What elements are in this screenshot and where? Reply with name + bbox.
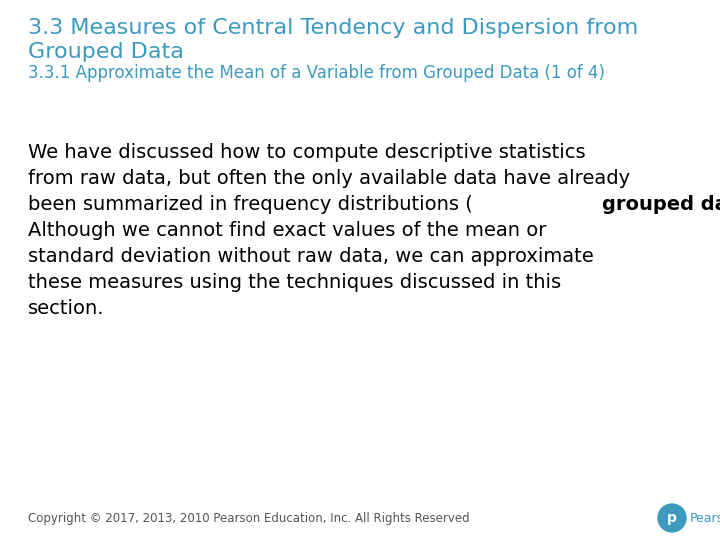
Text: 3.3.1 Approximate the Mean of a Variable from Grouped Data (1 of 4): 3.3.1 Approximate the Mean of a Variable… (28, 64, 605, 82)
Text: We have discussed how to compute descriptive statistics: We have discussed how to compute descrip… (28, 143, 585, 162)
Text: standard deviation without raw data, we can approximate: standard deviation without raw data, we … (28, 247, 594, 266)
Text: Pearson: Pearson (690, 511, 720, 524)
Text: Grouped Data: Grouped Data (28, 42, 184, 62)
Text: from raw data, but often the only available data have already: from raw data, but often the only availa… (28, 169, 630, 188)
Text: 3.3 Measures of Central Tendency and Dispersion from: 3.3 Measures of Central Tendency and Dis… (28, 18, 638, 38)
Text: Although we cannot find exact values of the mean or: Although we cannot find exact values of … (28, 221, 546, 240)
Text: Copyright © 2017, 2013, 2010 Pearson Education, Inc. All Rights Reserved: Copyright © 2017, 2013, 2010 Pearson Edu… (28, 512, 469, 525)
Text: these measures using the techniques discussed in this: these measures using the techniques disc… (28, 273, 561, 292)
Text: p: p (667, 511, 677, 525)
Text: been summarized in frequency distributions (: been summarized in frequency distributio… (28, 195, 473, 214)
Circle shape (658, 504, 686, 532)
Text: grouped data: grouped data (602, 195, 720, 214)
Text: section.: section. (28, 299, 104, 318)
